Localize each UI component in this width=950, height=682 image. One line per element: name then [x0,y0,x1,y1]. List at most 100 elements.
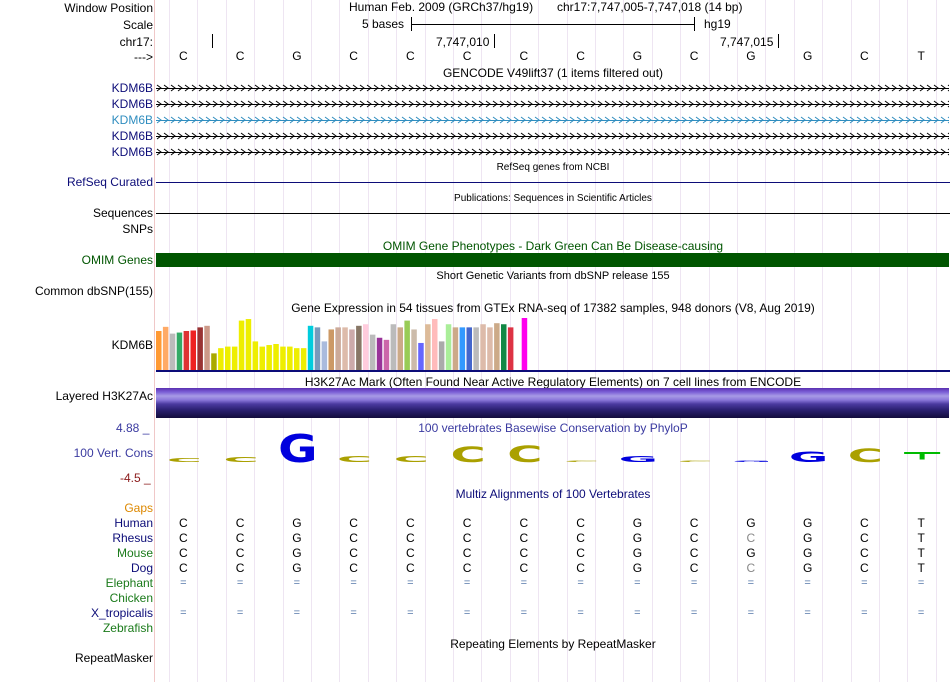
gtex-tissue-bar[interactable] [321,341,328,370]
gtex-tissue-bar[interactable] [280,346,286,370]
gtex-tissue-bar[interactable] [425,324,431,370]
gencode-transcript[interactable] [156,147,949,157]
phylop-letter[interactable]: C [507,441,542,467]
species-label[interactable]: Chicken [109,591,153,605]
phylop-letter[interactable]: C [678,460,713,462]
phylop-negative-stem[interactable] [919,453,925,460]
multiz-track-title[interactable]: Multiz Alignments of 100 Vertebrates [455,487,651,501]
species-label[interactable]: Zebrafish [102,621,153,635]
publications-line[interactable] [156,213,950,214]
gtex-tissue-bar[interactable] [494,323,500,370]
gtex-tissue-bar[interactable] [204,325,210,370]
gtex-tissue-bar[interactable] [183,331,190,370]
gencode-gene-label[interactable]: KDM6B [111,81,153,95]
gtex-tissue-bar[interactable] [397,327,404,370]
gtex-tissue-bar[interactable] [294,348,300,370]
position-readout[interactable]: chr17:7,747,005-7,747,018 (14 bp) [557,0,743,14]
gtex-tissue-bar[interactable] [480,324,486,370]
refseq-label[interactable]: RefSeq Curated [66,175,153,189]
refseq-line[interactable] [156,182,950,183]
omim-track-title[interactable]: OMIM Gene Phenotypes - Dark Green Can Be… [382,239,724,253]
gtex-tissue-bar[interactable] [190,330,197,370]
phylop-letter[interactable]: G [278,432,317,472]
phylop-letter[interactable]: C [337,455,372,464]
gtex-tissue-bar[interactable] [445,324,452,370]
gtex-tissue-bar[interactable] [349,329,355,370]
h3k27ac-track-title[interactable]: H3K27Ac Mark (Often Found Near Active Re… [304,375,802,389]
gencode-transcript[interactable] [156,99,949,109]
gencode-track-title[interactable]: GENCODE V49lift37 (1 items filtered out) [442,66,664,80]
species-label[interactable]: Elephant [105,576,153,590]
gencode-transcript[interactable] [156,131,949,141]
gtex-tissue-bar[interactable] [521,318,528,370]
gtex-tissue-bar[interactable] [335,327,341,370]
gtex-tissue-bar[interactable] [466,327,473,370]
gtex-tissue-bar[interactable] [404,320,410,370]
gtex-tissue-bar[interactable] [176,332,183,370]
phylop-track-title[interactable]: 100 vertebrates Basewise Conservation by… [418,421,688,435]
gtex-tissue-bar[interactable] [252,341,259,370]
species-label[interactable]: Human [114,516,153,530]
gtex-tissue-bar[interactable] [156,331,162,370]
species-label[interactable]: Rhesus [112,531,153,545]
gtex-tissue-bar[interactable] [438,341,445,370]
gencode-gene-label[interactable]: KDM6B [111,145,153,159]
gtex-tissue-bar[interactable] [376,337,383,370]
sequences-label[interactable]: Sequences [92,206,153,220]
gtex-tissue-bar[interactable] [356,325,362,370]
gtex-tissue-bar[interactable] [266,345,272,370]
gtex-tissue-bar[interactable] [197,327,203,370]
gtex-tissue-bar[interactable] [218,348,224,370]
dbsnp-label[interactable]: Common dbSNP(155) [34,284,153,298]
gencode-gene-label[interactable]: KDM6B [111,129,153,143]
gtex-tissue-bar[interactable] [328,329,335,370]
phylop-letter[interactable]: G [732,460,771,462]
gtex-label[interactable]: KDM6B [111,338,153,352]
phylop-letter[interactable]: C [564,460,599,462]
phylop-letter[interactable]: G [789,449,828,466]
gtex-tissue-bar[interactable] [342,327,348,370]
gtex-tissue-bar[interactable] [225,346,231,370]
gtex-tissue-bar[interactable] [273,344,279,370]
gtex-tissue-bar[interactable] [363,324,369,370]
omim-bar[interactable] [156,253,949,267]
gtex-tissue-bar[interactable] [169,333,176,370]
phylop-letter[interactable]: C [394,455,429,465]
gencode-transcript[interactable] [156,115,949,125]
gtex-tissue-bar[interactable] [507,327,514,370]
gtex-tissue-bar[interactable] [432,319,438,370]
species-label[interactable]: Dog [130,561,153,575]
omim-label[interactable]: OMIM Genes [81,253,153,267]
phylop-letter[interactable]: C [167,457,202,463]
gencode-gene-label[interactable]: KDM6B [111,113,153,127]
gtex-tissue-bar[interactable] [487,327,493,370]
gtex-tissue-bar[interactable] [459,327,466,370]
snps-label[interactable]: SNPs [122,222,153,236]
gtex-tissue-bar[interactable] [473,327,479,370]
gtex-tissue-bar[interactable] [383,339,390,370]
dbsnp-track-title[interactable]: Short Genetic Variants from dbSNP releas… [436,270,670,282]
gtex-tissue-bar[interactable] [259,346,266,370]
gtex-tissue-bar[interactable] [390,324,397,370]
gtex-tissue-bar[interactable] [238,320,245,370]
species-label[interactable]: Mouse [116,546,153,560]
gencode-gene-label[interactable]: KDM6B [111,97,153,111]
gtex-tissue-bar[interactable] [411,329,417,370]
gtex-tissue-bar[interactable] [501,324,507,370]
gtex-tissue-bar[interactable] [418,342,424,370]
phylop-letter[interactable]: C [451,443,486,468]
assembly-title[interactable]: Human Feb. 2009 (GRCh37/hg19) [349,0,534,14]
refseq-track-title[interactable]: RefSeq genes from NCBI [496,162,610,173]
h3k27ac-label[interactable]: Layered H3K27Ac [55,389,153,403]
gtex-tissue-bar[interactable] [369,334,376,370]
gtex-tissue-bar[interactable] [231,346,238,370]
gtex-tissue-bar[interactable] [245,319,252,370]
gtex-track-title[interactable]: Gene Expression in 54 tissues from GTEx … [291,301,815,315]
gtex-tissue-bar[interactable] [300,348,307,370]
gtex-bar-chart[interactable] [156,316,950,374]
species-label[interactable]: X_tropicalis [90,606,153,620]
phylop-label[interactable]: 100 Vert. Cons [73,446,153,460]
gtex-tissue-bar[interactable] [307,325,314,370]
phylop-letter[interactable]: C [848,445,883,467]
